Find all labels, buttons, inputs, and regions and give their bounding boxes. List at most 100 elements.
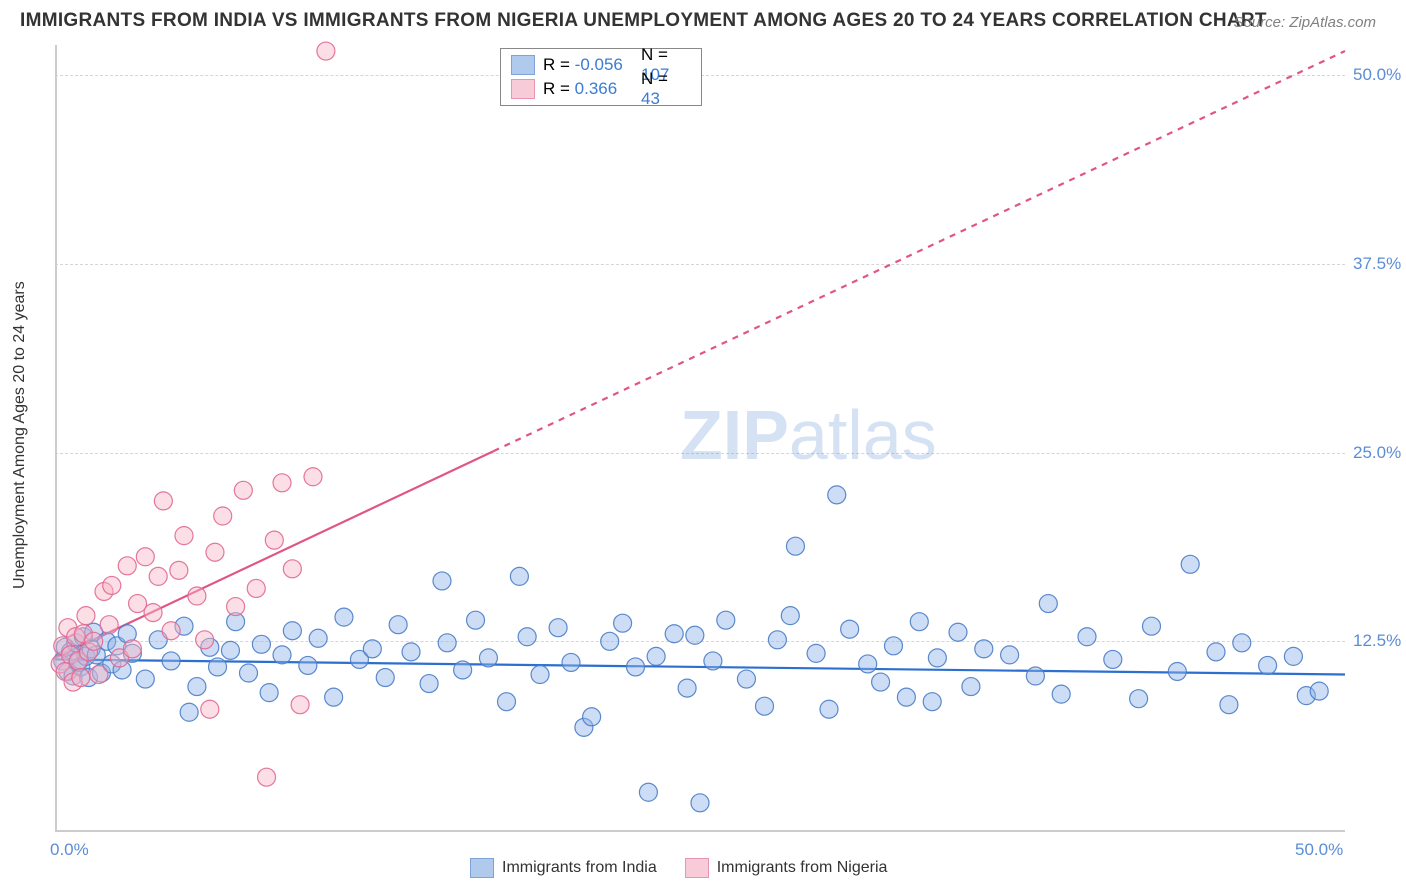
legend-swatch (511, 55, 535, 75)
data-point (291, 696, 309, 714)
data-point (928, 649, 946, 667)
data-point (786, 537, 804, 555)
x-tick-label: 0.0% (50, 840, 89, 860)
data-point (454, 661, 472, 679)
legend-swatch (470, 858, 494, 878)
data-point (897, 688, 915, 706)
data-point (704, 652, 722, 670)
data-point (562, 653, 580, 671)
data-point (807, 644, 825, 662)
legend-swatch (511, 79, 535, 99)
data-point (479, 649, 497, 667)
data-point (175, 527, 193, 545)
data-point (647, 647, 665, 665)
data-point (363, 640, 381, 658)
data-point (614, 614, 632, 632)
data-point (420, 675, 438, 693)
data-point (1143, 617, 1161, 635)
data-point (923, 693, 941, 711)
data-point (100, 616, 118, 634)
data-point (665, 625, 683, 643)
data-point (1310, 682, 1328, 700)
data-point (162, 622, 180, 640)
data-point (639, 783, 657, 801)
data-point (273, 474, 291, 492)
data-point (1001, 646, 1019, 664)
legend-label: Immigrants from India (502, 859, 657, 877)
data-point (510, 567, 528, 585)
data-point (335, 608, 353, 626)
data-point (258, 768, 276, 786)
data-point (820, 700, 838, 718)
x-tick-label: 50.0% (1295, 840, 1343, 860)
legend-item: Immigrants from Nigeria (685, 858, 888, 878)
data-point (1130, 690, 1148, 708)
data-point (1078, 628, 1096, 646)
data-point (247, 579, 265, 597)
data-point (975, 640, 993, 658)
data-point (686, 626, 704, 644)
data-point (273, 646, 291, 664)
stats-legend: R = -0.056N = 107R = 0.366N = 43 (500, 48, 702, 106)
y-tick-label: 50.0% (1353, 65, 1401, 85)
data-point (309, 629, 327, 647)
data-point (1039, 595, 1057, 613)
legend-item: Immigrants from India (470, 858, 657, 878)
data-point (828, 486, 846, 504)
y-tick-label: 25.0% (1353, 443, 1401, 463)
data-point (162, 652, 180, 670)
data-point (118, 557, 136, 575)
stat-n: N = 43 (641, 69, 691, 109)
data-point (221, 641, 239, 659)
trend-line-dashed (494, 51, 1345, 451)
data-point (154, 492, 172, 510)
data-point (678, 679, 696, 697)
data-point (518, 628, 536, 646)
data-point (1052, 685, 1070, 703)
data-point (756, 697, 774, 715)
data-point (72, 669, 90, 687)
data-point (188, 587, 206, 605)
data-point (196, 631, 214, 649)
data-point (209, 658, 227, 676)
data-point (885, 637, 903, 655)
data-point (283, 560, 301, 578)
data-point (136, 548, 154, 566)
data-point (376, 669, 394, 687)
data-point (180, 703, 198, 721)
data-point (170, 561, 188, 579)
data-point (188, 678, 206, 696)
data-point (149, 567, 167, 585)
data-point (781, 607, 799, 625)
stat-r: R = -0.056 (543, 55, 633, 75)
data-point (227, 598, 245, 616)
data-point (201, 700, 219, 718)
data-point (737, 670, 755, 688)
y-tick-label: 37.5% (1353, 254, 1401, 274)
data-point (252, 635, 270, 653)
data-point (77, 607, 95, 625)
data-point (949, 623, 967, 641)
data-point (283, 622, 301, 640)
data-point (841, 620, 859, 638)
data-point (1259, 656, 1277, 674)
data-point (260, 684, 278, 702)
data-point (325, 688, 343, 706)
data-point (433, 572, 451, 590)
data-point (1284, 647, 1302, 665)
data-point (304, 468, 322, 486)
data-point (123, 640, 141, 658)
data-point (583, 708, 601, 726)
data-point (317, 42, 335, 60)
data-point (1233, 634, 1251, 652)
data-point (214, 507, 232, 525)
data-point (402, 643, 420, 661)
data-point (691, 794, 709, 812)
data-point (103, 576, 121, 594)
data-point (627, 658, 645, 676)
data-point (299, 656, 317, 674)
y-tick-label: 12.5% (1353, 631, 1401, 651)
data-point (498, 693, 516, 711)
data-point (144, 604, 162, 622)
data-point (717, 611, 735, 629)
